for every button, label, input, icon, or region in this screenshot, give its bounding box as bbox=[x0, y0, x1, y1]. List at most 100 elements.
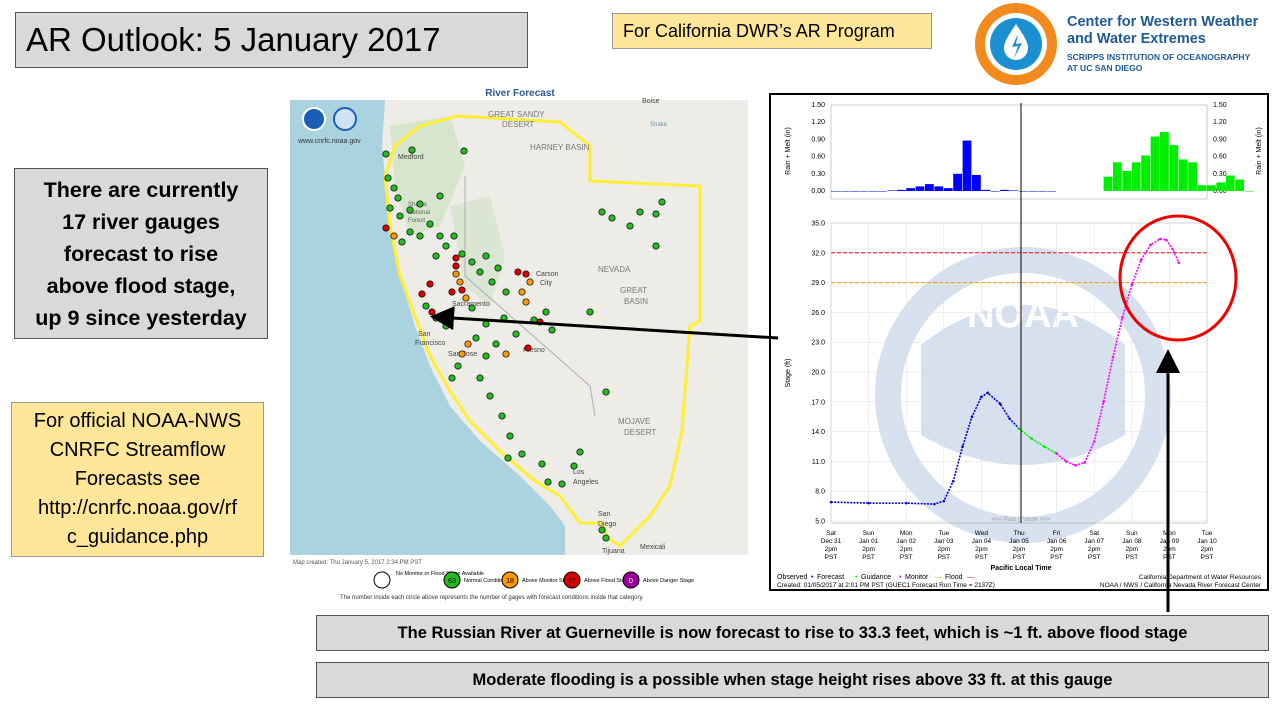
gauge-marker[interactable] bbox=[518, 288, 526, 296]
gauge-marker[interactable] bbox=[500, 314, 508, 322]
gauge-marker[interactable] bbox=[542, 308, 550, 316]
gauge-marker[interactable] bbox=[576, 448, 584, 456]
official-url-line[interactable]: c_guidance.php bbox=[66, 526, 209, 548]
map-label: GREAT bbox=[620, 286, 647, 295]
gauge-marker[interactable] bbox=[416, 200, 424, 208]
precip-bar bbox=[831, 191, 840, 192]
gauge-marker[interactable] bbox=[468, 304, 476, 312]
gauge-marker[interactable] bbox=[586, 308, 594, 316]
gauge-marker[interactable] bbox=[524, 344, 532, 352]
map-label: Mexicali bbox=[640, 544, 666, 551]
gauge-marker[interactable] bbox=[398, 238, 406, 246]
gauge-marker[interactable] bbox=[416, 232, 424, 240]
gauge-marker[interactable] bbox=[522, 298, 530, 306]
gauge-marker[interactable] bbox=[458, 250, 466, 258]
gauge-marker[interactable] bbox=[506, 432, 514, 440]
gauge-marker[interactable] bbox=[394, 194, 402, 202]
gauge-marker[interactable] bbox=[486, 392, 494, 400]
gauge-marker[interactable] bbox=[448, 374, 456, 382]
gauge-marker[interactable] bbox=[458, 286, 466, 294]
gauge-marker[interactable] bbox=[602, 388, 610, 396]
gauge-marker[interactable] bbox=[432, 252, 440, 260]
gauge-marker[interactable] bbox=[464, 340, 472, 348]
gauge-marker[interactable] bbox=[382, 224, 390, 232]
gauge-marker[interactable] bbox=[454, 362, 462, 370]
gauge-marker[interactable] bbox=[498, 412, 506, 420]
gauge-marker[interactable] bbox=[598, 208, 606, 216]
gauge-marker[interactable] bbox=[514, 268, 522, 276]
gauge-marker[interactable] bbox=[436, 192, 444, 200]
gauge-marker[interactable] bbox=[544, 478, 552, 486]
gauge-marker[interactable] bbox=[538, 460, 546, 468]
precip-bar bbox=[887, 190, 897, 191]
logo-sub-line1: SCRIPPS INSTITUTION OF OCEANOGRAPHY bbox=[1067, 52, 1251, 62]
stage-point bbox=[829, 500, 833, 504]
gauge-marker[interactable] bbox=[452, 270, 460, 278]
gauge-marker[interactable] bbox=[418, 290, 426, 298]
gauge-marker[interactable] bbox=[602, 534, 610, 542]
gauge-marker[interactable] bbox=[442, 242, 450, 250]
gauge-marker[interactable] bbox=[422, 302, 430, 310]
gauge-marker[interactable] bbox=[450, 232, 458, 240]
map-url[interactable]: www.cnrfc.noaa.gov bbox=[297, 138, 361, 145]
official-url-line[interactable]: http://cnrfc.noaa.gov/rf bbox=[38, 497, 237, 519]
gauge-marker[interactable] bbox=[548, 326, 556, 334]
gauge-marker[interactable] bbox=[384, 174, 392, 182]
gauge-marker[interactable] bbox=[530, 316, 538, 324]
gauge-marker[interactable] bbox=[396, 212, 404, 220]
gauge-marker[interactable] bbox=[518, 450, 526, 458]
gauge-marker[interactable] bbox=[482, 352, 490, 360]
gauge-marker[interactable] bbox=[502, 350, 510, 358]
gauge-marker[interactable] bbox=[526, 278, 534, 286]
gauge-marker[interactable] bbox=[476, 374, 484, 382]
gauge-marker[interactable] bbox=[468, 258, 476, 266]
stage-point bbox=[951, 479, 955, 483]
gauge-marker[interactable] bbox=[658, 198, 666, 206]
gauge-marker[interactable] bbox=[512, 330, 520, 338]
gauge-marker[interactable] bbox=[482, 252, 490, 260]
gauge-marker[interactable] bbox=[386, 204, 394, 212]
gauge-marker[interactable] bbox=[456, 278, 464, 286]
gauge-marker[interactable] bbox=[536, 318, 544, 326]
gauge-marker[interactable] bbox=[426, 220, 434, 228]
gauge-marker[interactable] bbox=[598, 526, 606, 534]
gauge-marker[interactable] bbox=[390, 184, 398, 192]
gauge-marker[interactable] bbox=[428, 308, 436, 316]
gauge-marker[interactable] bbox=[408, 146, 416, 154]
stage-point bbox=[904, 501, 908, 505]
gauge-marker[interactable] bbox=[406, 206, 414, 214]
gauge-marker[interactable] bbox=[626, 222, 634, 230]
gauge-marker[interactable] bbox=[426, 280, 434, 288]
gauge-marker[interactable] bbox=[472, 334, 480, 342]
gauge-marker[interactable] bbox=[406, 228, 414, 236]
stage-point bbox=[998, 402, 1002, 406]
gauge-marker[interactable] bbox=[476, 268, 484, 276]
gauge-marker[interactable] bbox=[502, 288, 510, 296]
gauge-marker[interactable] bbox=[504, 454, 512, 462]
gauge-marker[interactable] bbox=[452, 254, 460, 262]
gauge-marker[interactable] bbox=[462, 294, 470, 302]
gauge-marker[interactable] bbox=[636, 208, 644, 216]
gauge-marker[interactable] bbox=[436, 232, 444, 240]
xtick-day: Tue bbox=[938, 530, 949, 537]
gauge-marker[interactable] bbox=[452, 262, 460, 270]
gauge-marker[interactable] bbox=[492, 340, 500, 348]
gauge-marker[interactable] bbox=[522, 270, 530, 278]
gauge-marker[interactable] bbox=[558, 480, 566, 488]
gauge-marker[interactable] bbox=[382, 150, 390, 158]
gauge-marker[interactable] bbox=[460, 147, 468, 155]
gauge-marker[interactable] bbox=[458, 350, 466, 358]
gauge-marker[interactable] bbox=[390, 232, 398, 240]
gauge-marker[interactable] bbox=[652, 210, 660, 218]
gauge-marker[interactable] bbox=[570, 462, 578, 470]
gauge-marker[interactable] bbox=[652, 242, 660, 250]
logo-sub-line2: AT UC SAN DIEGO bbox=[1067, 63, 1143, 73]
gauge-marker[interactable] bbox=[448, 288, 456, 296]
gauge-marker[interactable] bbox=[494, 264, 502, 272]
gauge-marker[interactable] bbox=[488, 278, 496, 286]
gauge-marker[interactable] bbox=[608, 214, 616, 222]
gauge-marker[interactable] bbox=[442, 322, 450, 330]
gauge-marker[interactable] bbox=[482, 320, 490, 328]
map-label: BASIN bbox=[624, 297, 648, 306]
gauge-marker[interactable] bbox=[432, 314, 440, 322]
